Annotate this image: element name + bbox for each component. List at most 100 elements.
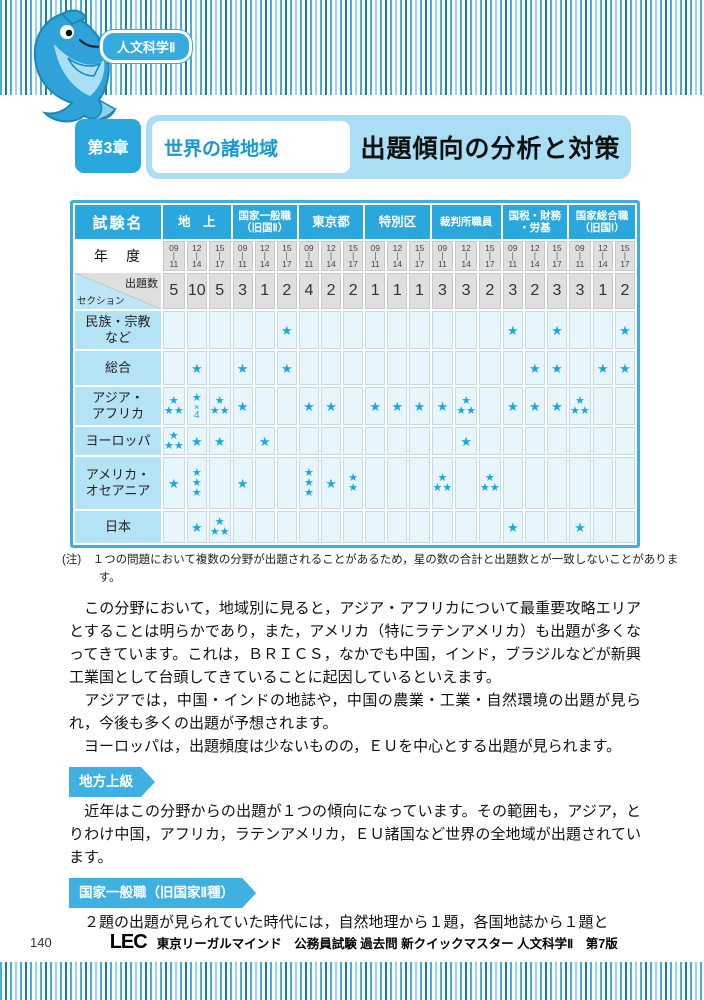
star-cell — [276, 457, 297, 509]
star-cell: ★ — [524, 351, 545, 385]
star-cell — [321, 427, 342, 455]
star-cell: ★ — [365, 387, 386, 425]
star-cell: ★ — [163, 457, 185, 509]
star-cell — [254, 457, 275, 509]
chapter-number: 第3章 — [75, 119, 141, 173]
lec-logo: LEC — [109, 931, 148, 953]
year-cell: 09 | 11 — [232, 241, 253, 271]
year-cell: 15 | 17 — [276, 241, 297, 271]
star-cell — [524, 311, 545, 349]
exam-header: 国家総合職 （旧国Ⅰ） — [569, 205, 635, 239]
star-cell — [502, 351, 523, 385]
star-cell — [455, 511, 477, 543]
star-cell: ★ — [502, 511, 523, 543]
star-cell — [298, 511, 319, 543]
count-cell: 5 — [208, 273, 231, 309]
count-section-corner: 出題数 セクション — [75, 273, 161, 309]
star-cell: ★ — [321, 387, 342, 425]
star-cell — [321, 351, 342, 385]
count-cell: 10 — [186, 273, 207, 309]
section-label: アメリカ・ オセアニア — [75, 457, 161, 509]
star-cell — [208, 311, 231, 349]
star-cell — [479, 387, 501, 425]
count-cell: 1 — [254, 273, 275, 309]
star-cell — [455, 351, 477, 385]
star-cell — [387, 427, 408, 455]
dolphin-mascot-icon — [33, 9, 119, 123]
star-cell: ★ — [276, 311, 297, 349]
star-cell: ★★★ — [298, 457, 319, 509]
star-cell — [409, 351, 430, 385]
count-cell: 1 — [592, 273, 613, 309]
star-cell — [254, 511, 275, 543]
count-cell: 1 — [365, 273, 386, 309]
star-cell: ★★★ — [186, 457, 207, 509]
star-cell — [546, 427, 568, 455]
star-cell: ★ — [232, 387, 253, 425]
count-cell: 3 — [431, 273, 454, 309]
count-cell: 2 — [276, 273, 297, 309]
star-cell — [232, 511, 253, 543]
star-cell — [409, 311, 430, 349]
star-cell — [276, 387, 297, 425]
star-cell — [569, 427, 591, 455]
star-cell: ★ — [186, 351, 207, 385]
exam-header: 特別区 — [365, 205, 430, 239]
star-cell — [455, 457, 477, 509]
star-cell — [163, 311, 185, 349]
star-cell — [186, 311, 207, 349]
count-cell: 2 — [524, 273, 545, 309]
star-cell — [208, 457, 231, 509]
star-cell — [455, 311, 477, 349]
paragraph: ２題の出題が見られていた時代には，自然地理から１題，各国地誌から１題と — [69, 915, 609, 931]
chapter-title-bar: 世界の諸地域 出題傾向の分析と対策 — [146, 115, 631, 179]
star-cell — [431, 511, 454, 543]
exam-header: 裁判所職員 — [431, 205, 501, 239]
star-cell — [321, 511, 342, 543]
paragraph: 近年はこの分野からの出題が１つの傾向になっています。その範囲も，アジア，とりわけ… — [69, 804, 641, 866]
year-cell: 09 | 11 — [569, 241, 591, 271]
year-cell: 15 | 17 — [614, 241, 635, 271]
star-cell: ★ — [387, 387, 408, 425]
section-label: アジア・ アフリカ — [75, 387, 161, 425]
count-cell: 5 — [163, 273, 185, 309]
exam-trend-table: 試験名地 上国家一般職 （旧国Ⅱ） 東京都 特別区 裁判所職員 国税・財務 ・労基 国家総合職… — [70, 200, 640, 548]
star-cell: ★ — [409, 387, 430, 425]
year-cell: 09 | 11 — [431, 241, 454, 271]
count-cell: 3 — [546, 273, 568, 309]
year-cell: 09 | 11 — [365, 241, 386, 271]
star-cell — [365, 457, 386, 509]
star-cell: ★ — [254, 427, 275, 455]
star-cell — [569, 311, 591, 349]
bottom-stripe-band — [0, 962, 704, 1000]
count-cell: 3 — [232, 273, 253, 309]
star-cell: ★ — [546, 351, 568, 385]
star-cell: ★★★ — [163, 387, 185, 425]
star-cell: ★ — [502, 311, 523, 349]
star-cell — [298, 351, 319, 385]
star-cell — [524, 427, 545, 455]
star-cell: ★ — [232, 351, 253, 385]
star-cell: ★ ★ — [343, 457, 364, 509]
star-cell: ★ — [431, 387, 454, 425]
star-cell — [409, 457, 430, 509]
star-cell — [614, 457, 635, 509]
star-cell — [254, 387, 275, 425]
page-title: 出題傾向の分析と対策 — [360, 135, 621, 163]
star-cell — [163, 511, 185, 543]
star-cell: ★★★ — [479, 457, 501, 509]
count-cell: 1 — [409, 273, 430, 309]
year-cell: 15 | 17 — [208, 241, 231, 271]
table-note: (注) １つの問題において複数の分野が出題されることがあるため，星の数の合計と出… — [62, 554, 679, 585]
star-cell — [502, 427, 523, 455]
star-cell — [208, 351, 231, 385]
section-label: 民族・宗教 など — [75, 311, 161, 349]
star-cell: ★ — [614, 311, 635, 349]
exam-header: 東京都 — [298, 205, 364, 239]
star-cell — [431, 311, 454, 349]
star-cell: ★ — [502, 387, 523, 425]
star-cell — [232, 311, 253, 349]
star-cell — [365, 427, 386, 455]
paragraph: この分野において，地域別に見ると，アジア・アフリカについて最重要攻略エリアとする… — [69, 601, 641, 686]
year-cell: 15 | 17 — [343, 241, 364, 271]
